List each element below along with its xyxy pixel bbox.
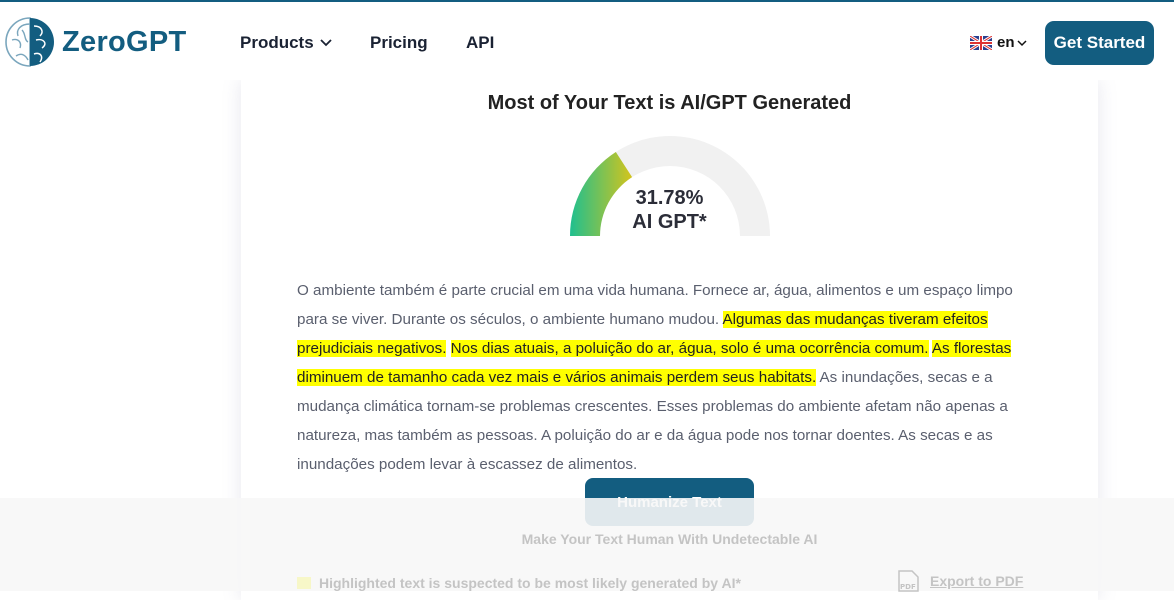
brain-logo-icon (5, 17, 54, 67)
ai-gauge (570, 136, 770, 236)
brand-name: ZeroGPT (62, 25, 187, 58)
gauge-fill (570, 151, 633, 236)
export-pdf-label: Export to PDF (930, 573, 1024, 589)
percent-label: AI GPT* (632, 211, 707, 233)
legend-text: Highlighted text is suspected to be most… (319, 575, 741, 591)
language-selector[interactable]: en (970, 34, 1027, 51)
nav-pricing[interactable]: Pricing (370, 33, 428, 52)
pdf-file-icon: PDF (898, 570, 919, 592)
percent-value: 31.78% (635, 187, 704, 209)
highlight-legend: Highlighted text is suspected to be most… (297, 575, 741, 591)
svg-text:PDF: PDF (900, 583, 916, 591)
result-title: Most of Your Text is AI/GPT Generated (487, 92, 852, 114)
nav-products-label: Products (240, 33, 314, 52)
header: ZeroGPT Products Pricing API en Get Star… (0, 0, 1174, 80)
humanize-subtitle: Make Your Text Human With Undetectable A… (521, 531, 818, 547)
language-label: en (997, 34, 1015, 51)
analyzed-text: O ambiente também é parte crucial em uma… (297, 276, 1037, 479)
highlighted-segment: Nos dias atuais, a poluição do ar, água,… (450, 340, 929, 357)
page-overlay (0, 498, 1174, 591)
logo[interactable]: ZeroGPT (4, 16, 187, 68)
chevron-down-icon (320, 39, 332, 47)
uk-flag-icon (970, 35, 992, 50)
text-segment: O ambiente também é parte crucial em uma… (297, 282, 1013, 328)
highlight-swatch (297, 577, 311, 589)
chevron-down-icon (1016, 39, 1027, 46)
nav-api[interactable]: API (466, 33, 495, 52)
nav-products[interactable]: Products (240, 33, 333, 53)
export-pdf-link[interactable]: PDF Export to PDF (896, 570, 1023, 592)
get-started-button[interactable]: Get Started (1045, 21, 1154, 65)
ai-percentage: 31.78% AI GPT* (241, 186, 1098, 234)
text-segment: As inundações, secas e a mudança climáti… (297, 369, 1008, 473)
